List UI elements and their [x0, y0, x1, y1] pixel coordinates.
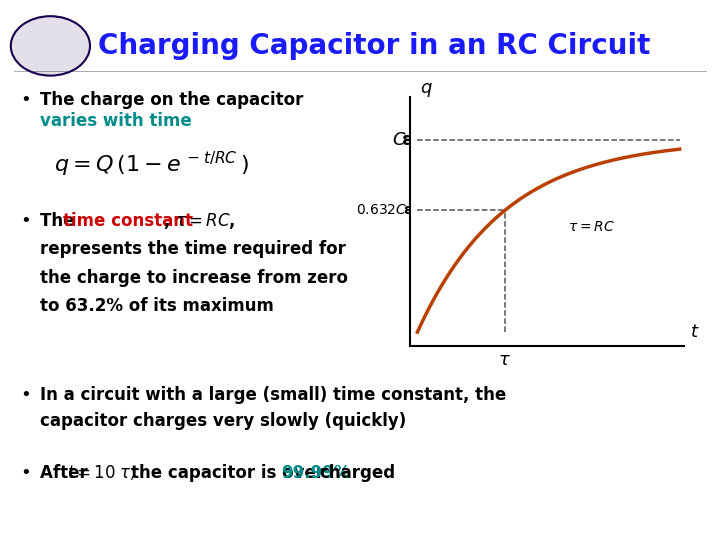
Text: the capacitor is over: the capacitor is over — [131, 463, 324, 482]
Text: $t$: $t$ — [690, 323, 700, 341]
Text: •: • — [20, 386, 31, 404]
Text: $C\!\mathbf{\varepsilon}$: $C\!\mathbf{\varepsilon}$ — [392, 131, 412, 149]
Text: The charge on the capacitor: The charge on the capacitor — [40, 91, 303, 109]
Text: capacitor charges very slowly (quickly): capacitor charges very slowly (quickly) — [40, 412, 406, 430]
Text: $\tau$: $\tau$ — [498, 352, 511, 369]
Text: After: After — [40, 463, 93, 482]
Text: $\tau = RC$: $\tau = RC$ — [568, 220, 614, 234]
Text: In a circuit with a large (small) time constant, the: In a circuit with a large (small) time c… — [40, 386, 506, 404]
Text: $t = 10\;\tau$,: $t = 10\;\tau$, — [67, 463, 135, 482]
Text: varies with time: varies with time — [40, 112, 192, 130]
Text: represents the time required for: represents the time required for — [40, 240, 346, 259]
Text: $q = Q\,(1 - e^{\,-t/RC}\,)$: $q = Q\,(1 - e^{\,-t/RC}\,)$ — [54, 150, 248, 179]
Text: $0.632C\!\mathbf{\varepsilon}$: $0.632C\!\mathbf{\varepsilon}$ — [356, 204, 412, 218]
Text: charged: charged — [320, 463, 396, 482]
Text: •: • — [20, 212, 31, 231]
Text: , $\tau = RC$,: , $\tau = RC$, — [163, 211, 235, 232]
Text: 99.99%: 99.99% — [281, 463, 351, 482]
Text: •: • — [20, 91, 31, 109]
Text: The: The — [40, 212, 80, 231]
Text: the charge to increase from zero: the charge to increase from zero — [40, 268, 348, 287]
Text: to 63.2% of its maximum: to 63.2% of its maximum — [40, 296, 274, 315]
Text: time constant: time constant — [63, 212, 194, 231]
Text: •: • — [20, 463, 31, 482]
Text: Charging Capacitor in an RC Circuit: Charging Capacitor in an RC Circuit — [98, 32, 651, 60]
Circle shape — [11, 16, 90, 76]
Text: $q$: $q$ — [420, 81, 432, 99]
